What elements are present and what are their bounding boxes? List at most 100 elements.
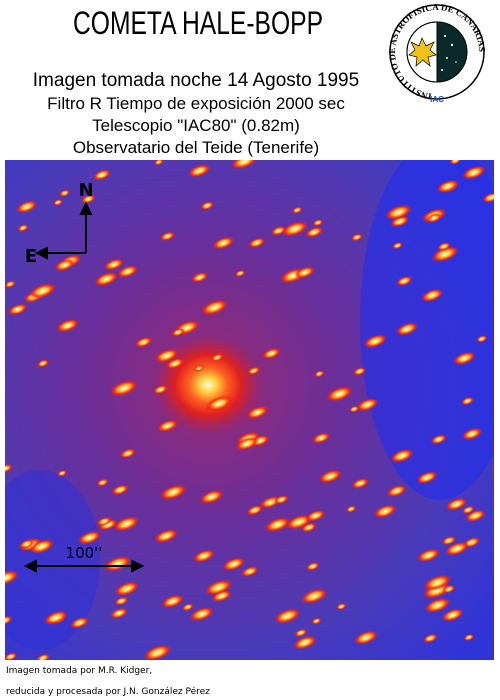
star (305, 561, 320, 571)
star (430, 434, 447, 445)
star (426, 213, 442, 223)
star (69, 616, 90, 629)
star (17, 224, 29, 232)
star (165, 357, 185, 370)
star (159, 231, 176, 242)
star (153, 160, 164, 166)
star (449, 160, 462, 165)
scale-label: 100'' (66, 544, 103, 562)
star (199, 489, 224, 505)
star (134, 336, 153, 348)
star (392, 241, 403, 250)
star (191, 272, 209, 283)
star (363, 334, 388, 349)
star (189, 606, 215, 622)
title: COMETA HALE-BOPP (73, 5, 323, 41)
star (300, 588, 328, 605)
star (424, 597, 451, 614)
star (336, 603, 347, 610)
star (230, 160, 258, 170)
star (292, 635, 318, 650)
star (15, 200, 38, 214)
star (241, 566, 259, 577)
star (193, 364, 205, 372)
star (96, 478, 109, 487)
subtitle-line: Filtro R Tiempo de exposición 2000 sec (47, 94, 345, 113)
star (57, 469, 68, 477)
star (59, 189, 71, 197)
star (109, 607, 129, 619)
star (248, 237, 266, 249)
star (96, 516, 112, 527)
star (318, 469, 342, 484)
star (5, 652, 18, 660)
star (109, 379, 139, 397)
star (349, 405, 360, 413)
star (103, 555, 132, 573)
star (274, 495, 289, 505)
star (234, 269, 246, 277)
star (28, 282, 57, 300)
north-label: N (78, 180, 93, 201)
star (119, 448, 136, 459)
compass (34, 201, 93, 260)
star (294, 628, 308, 638)
star (281, 220, 309, 237)
star (161, 594, 185, 609)
star (205, 395, 234, 412)
star (5, 615, 13, 626)
star (159, 484, 187, 501)
star (416, 548, 441, 563)
star (181, 603, 194, 612)
star (423, 574, 452, 591)
star (311, 617, 322, 625)
star (143, 644, 172, 660)
star (192, 549, 215, 563)
star (273, 608, 301, 624)
star (113, 516, 140, 532)
star (211, 589, 232, 603)
star (222, 557, 246, 572)
star (212, 236, 235, 250)
star (5, 463, 13, 473)
star (18, 539, 35, 549)
star (442, 584, 456, 594)
star (305, 226, 324, 238)
comet-image (5, 160, 494, 660)
star (305, 509, 326, 522)
star (285, 514, 313, 530)
star (422, 633, 438, 643)
star (111, 484, 130, 496)
star (291, 206, 303, 214)
star (351, 477, 370, 489)
star (103, 258, 125, 271)
star (29, 538, 55, 554)
subtitle-line: Telescopio "IAC80" (0.82m) (92, 116, 300, 135)
star (384, 204, 413, 221)
star (56, 318, 80, 333)
star (43, 610, 69, 626)
star (5, 280, 16, 288)
star (114, 596, 129, 606)
star (416, 471, 438, 485)
star (441, 535, 457, 546)
star (314, 370, 325, 378)
star (312, 219, 324, 227)
subtitle-line: Imagen tomada noche 14 Agosto 1995 (33, 70, 359, 91)
star (325, 385, 353, 402)
star (464, 509, 486, 523)
star (152, 384, 169, 395)
star (200, 299, 229, 316)
star (294, 266, 316, 279)
star (386, 484, 407, 498)
star (463, 633, 475, 641)
star (210, 353, 224, 362)
logo: INSTITUTO DE ASTROFISICA DE CANARIAS IAC (387, 2, 487, 104)
star (420, 288, 444, 303)
star (445, 497, 468, 511)
star (117, 265, 139, 278)
star (154, 528, 179, 544)
star (53, 199, 63, 206)
star (5, 570, 19, 586)
